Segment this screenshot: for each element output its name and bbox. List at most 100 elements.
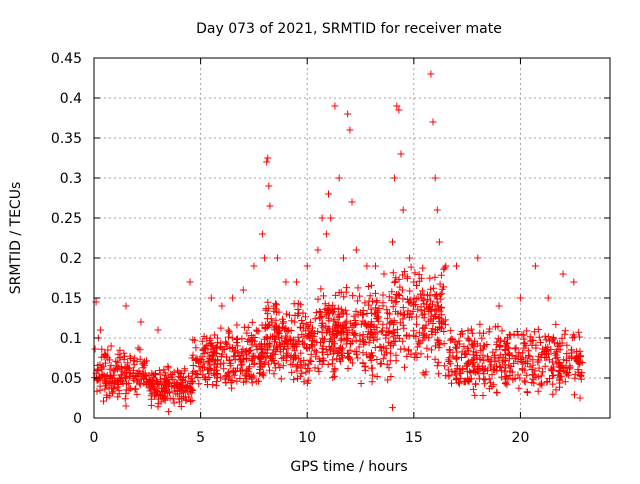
data-point (334, 304, 342, 312)
data-point (534, 358, 542, 366)
data-point (153, 386, 161, 394)
data-point (122, 402, 130, 410)
data-point (576, 358, 584, 366)
data-point (288, 368, 296, 376)
data-point (324, 351, 332, 358)
data-point (234, 335, 241, 343)
data-point (162, 372, 170, 380)
data-point (395, 275, 403, 283)
data-point (387, 349, 394, 357)
data-point (290, 353, 298, 361)
data-point (453, 340, 461, 348)
data-point (189, 387, 196, 394)
data-point (389, 269, 397, 277)
data-point (422, 332, 430, 340)
data-point (438, 319, 446, 327)
data-point (479, 392, 487, 399)
data-point (228, 377, 236, 384)
data-point (262, 333, 270, 341)
data-point (444, 366, 452, 374)
y-tick-label: 0.05 (51, 371, 82, 387)
data-point (173, 387, 181, 395)
data-point (569, 334, 577, 342)
data-point (574, 366, 582, 374)
data-point (377, 359, 385, 367)
data-point (359, 331, 367, 339)
data-point (520, 335, 528, 343)
data-point (372, 310, 380, 318)
data-point (354, 354, 362, 362)
data-point (291, 340, 299, 348)
data-point (277, 375, 285, 383)
data-point (427, 346, 435, 354)
data-point (331, 333, 338, 341)
data-point (108, 389, 116, 397)
axis-ticks: 0 0.05 0.1 0.15 0.2 0.25 0.3 0.35 0.4 0.45 0 5 10 15 2… (51, 51, 610, 446)
data-point (248, 379, 256, 387)
data-point (214, 334, 221, 342)
data-point (383, 360, 391, 368)
data-point (519, 358, 527, 366)
data-point (94, 366, 102, 374)
data-point (334, 311, 342, 319)
data-point (183, 383, 191, 391)
data-point (161, 396, 169, 404)
data-point (397, 345, 405, 353)
data-point (133, 390, 141, 398)
data-point (543, 378, 551, 386)
data-point (539, 368, 546, 376)
data-point (551, 339, 559, 347)
data-point (207, 294, 215, 302)
data-point (198, 356, 206, 364)
data-point (261, 358, 269, 366)
data-point (318, 360, 326, 368)
data-point (549, 380, 557, 388)
data-point (278, 354, 286, 362)
data-point (417, 303, 425, 311)
data-point (145, 372, 153, 380)
data-point (179, 388, 187, 396)
data-point (476, 354, 484, 362)
data-point (115, 364, 123, 372)
data-point (246, 363, 253, 371)
data-point (391, 279, 399, 286)
data-point (340, 293, 348, 301)
y-tick-label: 0.15 (51, 291, 82, 307)
data-point (433, 336, 441, 344)
data-point (257, 344, 265, 352)
data-point (563, 357, 570, 364)
data-point (486, 325, 494, 333)
data-point (321, 300, 329, 308)
data-point (174, 367, 181, 375)
data-point (531, 262, 539, 270)
data-point (567, 346, 575, 354)
data-point (502, 373, 510, 381)
data-point (424, 295, 432, 303)
data-point (129, 357, 137, 365)
data-point (335, 312, 343, 320)
data-point (264, 346, 271, 354)
data-point (361, 366, 369, 374)
x-tick-label: 20 (512, 430, 530, 446)
data-point (200, 332, 208, 340)
data-point (495, 356, 503, 364)
data-point (225, 333, 232, 341)
data-point (376, 360, 384, 368)
data-point (244, 367, 252, 375)
data-point (151, 370, 159, 378)
data-point (123, 369, 130, 376)
data-point (414, 294, 422, 302)
data-point (114, 350, 122, 358)
data-point (357, 320, 365, 328)
data-point (265, 320, 273, 328)
data-point (272, 316, 280, 324)
data-point (220, 365, 228, 373)
data-point (351, 319, 359, 327)
data-point (282, 310, 290, 318)
data-point (202, 375, 209, 383)
data-point (239, 286, 247, 294)
data-point (337, 336, 345, 344)
data-point (493, 362, 500, 370)
data-point (140, 379, 148, 387)
